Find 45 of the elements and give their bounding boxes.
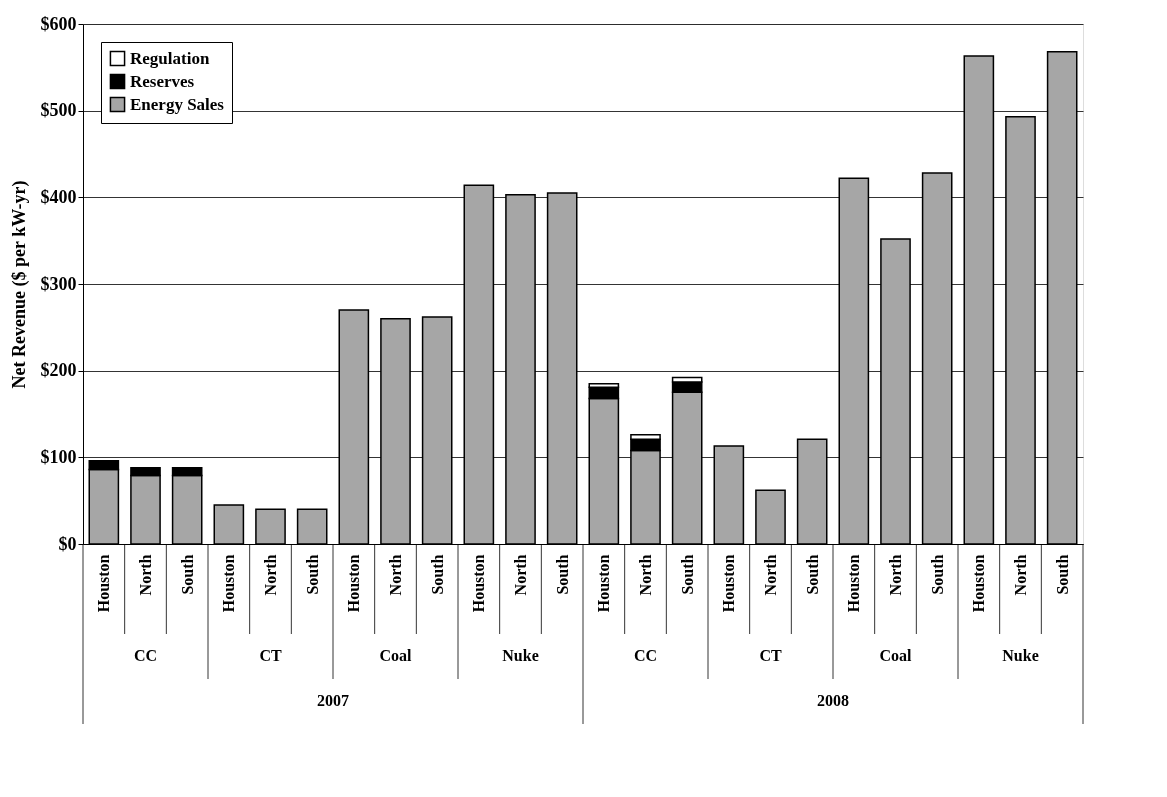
x-tick-label: North bbox=[387, 554, 404, 596]
x-tick-label: North bbox=[762, 554, 779, 596]
y-tick-label: $200 bbox=[40, 360, 77, 381]
y-tick-label: $400 bbox=[40, 186, 77, 207]
text: Nuke bbox=[1002, 647, 1039, 664]
y-tick-label: $500 bbox=[40, 100, 77, 121]
x-tick-label: South bbox=[1053, 554, 1071, 595]
x-tick-label: South bbox=[678, 554, 696, 595]
x-tick-label: North bbox=[887, 554, 904, 596]
x-tick-label: South bbox=[428, 554, 446, 595]
x-tick-label: Houston bbox=[470, 554, 488, 613]
y-tick-label: $0 bbox=[58, 533, 77, 554]
x-tick-label: South bbox=[553, 554, 571, 595]
text: 2008 bbox=[817, 692, 849, 709]
x-tick-label: North bbox=[137, 554, 154, 596]
x-tick-label: Houston bbox=[595, 554, 613, 613]
x-tick-label: Houston bbox=[95, 554, 113, 613]
x-tick-label: North bbox=[512, 554, 529, 596]
x-tick-label: Houston bbox=[970, 554, 988, 613]
text: Coal bbox=[879, 647, 913, 664]
text: CC bbox=[633, 647, 658, 664]
y-tick-label: $600 bbox=[40, 13, 77, 34]
x-tick-label: North bbox=[1012, 554, 1029, 596]
x-tick-label: Houston bbox=[720, 554, 738, 613]
legend-label: Energy Sales bbox=[130, 94, 225, 114]
y-tick-label: $300 bbox=[40, 273, 77, 294]
x-tick-label: South bbox=[928, 554, 946, 595]
x-tick-label: South bbox=[178, 554, 196, 595]
text: 2007 bbox=[317, 692, 349, 709]
text: CT bbox=[259, 647, 282, 664]
x-tick-label: Houston bbox=[345, 554, 363, 613]
x-tick-label: Houston bbox=[845, 554, 863, 613]
y-tick-label: $100 bbox=[40, 446, 77, 467]
y-axis-title: Net Revenue ($ per kW-yr) bbox=[8, 180, 30, 389]
legend-label: Reserves bbox=[130, 71, 195, 91]
text: CC bbox=[133, 647, 158, 664]
legend-label: Regulation bbox=[130, 48, 210, 68]
x-tick-label: North bbox=[262, 554, 279, 596]
x-tick-label: South bbox=[303, 554, 321, 595]
text: CT bbox=[759, 647, 782, 664]
text: Coal bbox=[379, 647, 413, 664]
text: Nuke bbox=[502, 647, 539, 664]
x-tick-label: Houston bbox=[220, 554, 238, 613]
x-tick-label: North bbox=[637, 554, 654, 596]
x-tick-label: South bbox=[803, 554, 821, 595]
